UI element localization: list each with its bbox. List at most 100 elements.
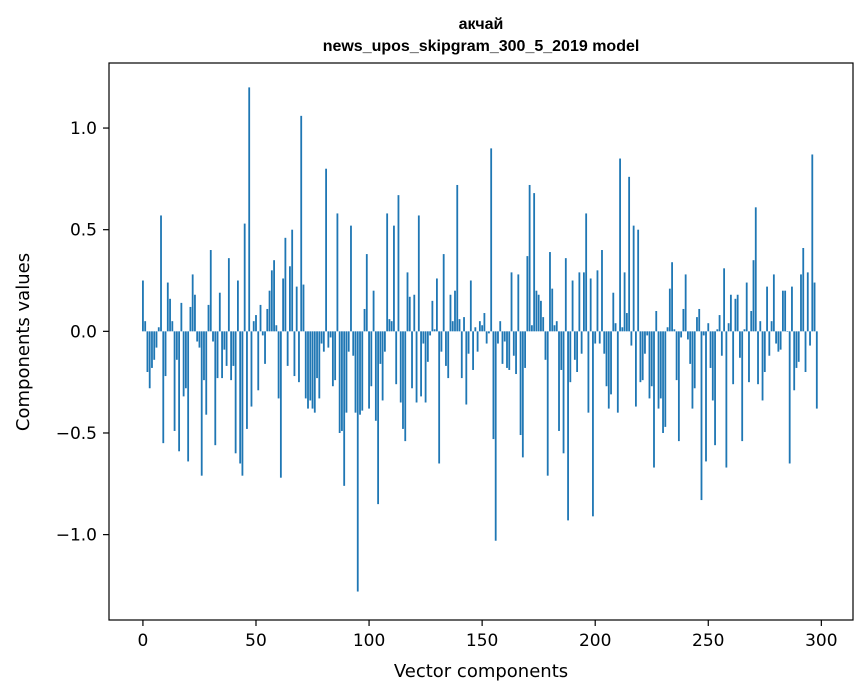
bar	[603, 331, 606, 354]
bar	[537, 294, 540, 332]
bar	[454, 290, 456, 332]
bar	[284, 237, 287, 332]
bar	[171, 321, 174, 332]
bar	[754, 207, 757, 332]
bar	[153, 331, 156, 360]
bar	[551, 288, 554, 332]
bar	[641, 331, 644, 381]
bar	[354, 331, 357, 413]
bar	[578, 272, 581, 332]
plot-area-frame	[108, 62, 854, 621]
x-tick-label: 150	[466, 631, 498, 651]
bar	[506, 331, 508, 368]
bar	[361, 331, 364, 411]
bar	[580, 331, 583, 354]
bar	[813, 282, 816, 332]
bar	[512, 331, 515, 356]
bar	[268, 290, 271, 332]
bar	[725, 331, 728, 468]
bar	[752, 260, 755, 332]
bar	[777, 331, 780, 352]
bar	[483, 313, 486, 332]
bar	[417, 215, 420, 332]
bar	[259, 304, 262, 332]
bar	[535, 290, 538, 332]
bar	[467, 331, 470, 354]
bar	[775, 331, 778, 344]
bar	[759, 321, 762, 332]
bar	[646, 331, 649, 336]
bar	[248, 87, 251, 332]
bar	[230, 331, 233, 381]
bar	[261, 331, 264, 336]
bar	[402, 331, 404, 429]
bar	[729, 294, 732, 332]
x-tick-label: 300	[805, 631, 837, 651]
bar	[696, 317, 698, 332]
bar	[374, 331, 377, 421]
bar	[809, 331, 811, 346]
bar	[286, 331, 289, 366]
bar	[793, 331, 796, 391]
bar	[540, 300, 542, 332]
bar	[804, 331, 807, 372]
bar	[589, 278, 592, 332]
bar	[616, 331, 619, 413]
bar	[515, 331, 517, 375]
bar	[488, 331, 490, 334]
bar	[445, 331, 447, 366]
bar	[705, 331, 707, 462]
bar	[331, 331, 334, 387]
bar	[422, 331, 425, 344]
bar	[420, 331, 422, 397]
bar	[191, 274, 194, 332]
bar	[214, 331, 217, 446]
bar	[720, 331, 723, 356]
chart-title-line-2: news_upos_skipgram_300_5_2019 model	[323, 38, 640, 55]
bar	[336, 213, 339, 332]
bar	[662, 331, 664, 433]
bar	[178, 331, 181, 452]
bar	[478, 321, 481, 332]
bar	[325, 168, 327, 332]
bar	[702, 331, 705, 336]
bar	[356, 331, 359, 592]
bar	[289, 266, 291, 332]
bar	[555, 321, 558, 332]
bar	[573, 331, 576, 360]
bar	[763, 331, 766, 372]
bar	[456, 184, 459, 332]
bar	[212, 331, 214, 342]
bar	[368, 331, 370, 409]
bar	[716, 329, 719, 332]
bar	[144, 321, 147, 332]
bar	[433, 329, 436, 332]
bar	[644, 331, 646, 354]
bar	[386, 213, 389, 332]
bar	[530, 325, 533, 332]
bar	[322, 331, 325, 352]
bar	[440, 331, 443, 352]
bar	[257, 331, 260, 391]
bar	[436, 278, 438, 332]
bar	[748, 331, 750, 383]
bar	[598, 331, 601, 344]
bar	[671, 262, 673, 332]
bar	[592, 331, 594, 517]
bar	[465, 331, 468, 405]
bar	[318, 331, 321, 399]
bar	[698, 308, 701, 332]
bar	[564, 258, 567, 332]
bar	[379, 331, 382, 364]
bar	[594, 331, 597, 344]
y-tick-label: 0.5	[70, 221, 97, 241]
bar	[241, 331, 244, 476]
bar	[779, 331, 782, 350]
y-axis-label: Components values	[13, 253, 34, 431]
bar	[533, 193, 536, 332]
bar	[546, 331, 549, 476]
bar	[393, 225, 395, 332]
bar	[442, 254, 445, 332]
bar	[544, 331, 547, 360]
